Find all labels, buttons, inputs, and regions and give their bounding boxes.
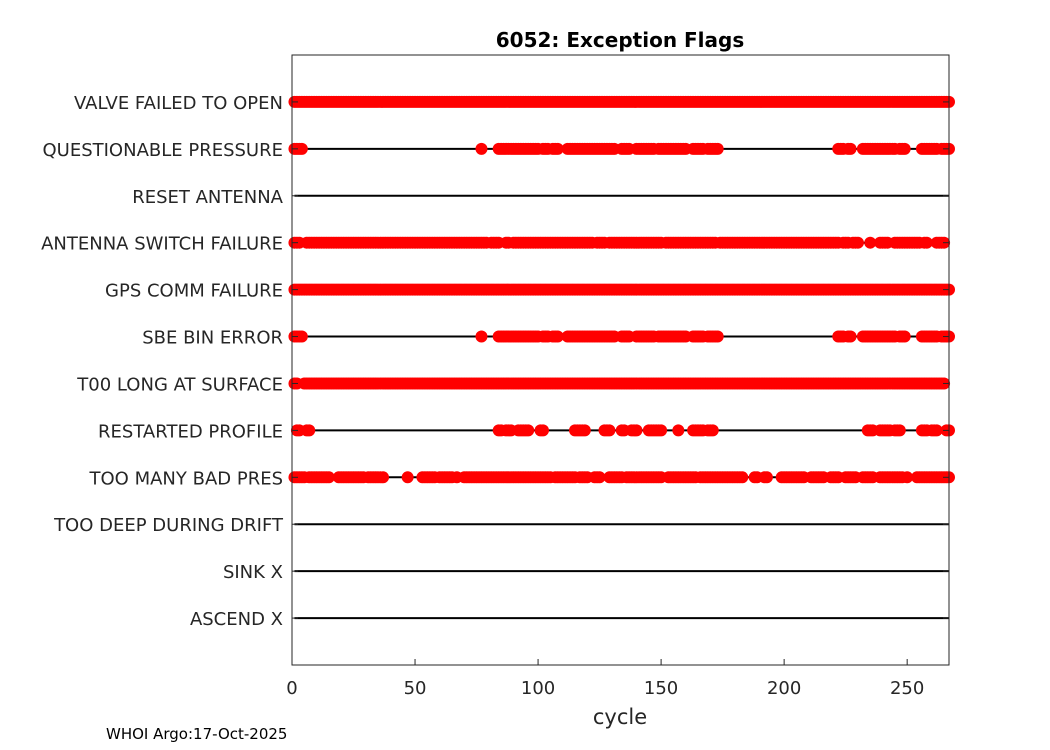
series-t00-long-at-surface — [288, 377, 951, 390]
flag-marker — [901, 471, 914, 484]
y-tick-label: ANTENNA SWITCH FAILURE — [41, 234, 283, 255]
flag-marker — [593, 471, 606, 484]
x-axis-label: cycle — [593, 705, 647, 729]
flag-marker — [655, 424, 668, 437]
flag-marker — [930, 424, 943, 437]
flag-marker — [898, 330, 911, 343]
plot-frame — [291, 54, 950, 666]
flag-marker — [578, 424, 591, 437]
series-sbe-bin-error — [288, 330, 955, 343]
flag-marker — [551, 142, 564, 155]
flag-marker — [536, 424, 549, 437]
flag-marker — [475, 330, 488, 343]
flag-marker — [864, 236, 877, 249]
flag-marker — [706, 424, 719, 437]
y-tick-label: GPS COMM FAILURE — [105, 281, 283, 302]
x-tick-label: 50 — [404, 678, 427, 699]
y-tick-label: T00 LONG AT SURFACE — [76, 374, 283, 395]
flag-marker — [844, 330, 857, 343]
flag-marker — [303, 424, 316, 437]
x-tick-label: 100 — [521, 678, 555, 699]
flag-marker — [295, 142, 308, 155]
y-tick-label: QUESTIONABLE PRESSURE — [42, 140, 283, 161]
flag-marker — [475, 142, 488, 155]
series-valve-failed-to-open — [288, 95, 955, 108]
series-questionable-pressure — [288, 142, 955, 155]
flag-marker — [844, 142, 857, 155]
flag-marker — [603, 424, 616, 437]
flag-marker — [377, 471, 390, 484]
x-tick-label: 150 — [644, 678, 678, 699]
flag-marker — [711, 142, 724, 155]
series-too-many-bad-pres — [288, 471, 955, 484]
flag-marker — [630, 424, 643, 437]
y-tick-label: RESET ANTENNA — [132, 187, 283, 208]
y-tick-label: ASCEND X — [190, 609, 283, 630]
flag-marker — [551, 330, 564, 343]
y-tick-label: SBE BIN ERROR — [142, 328, 283, 349]
flag-marker — [898, 142, 911, 155]
flag-marker — [522, 424, 535, 437]
flag-marker — [920, 236, 933, 249]
y-tick-label: RESTARTED PROFILE — [98, 421, 283, 442]
x-tick-label: 250 — [890, 678, 924, 699]
flag-marker — [322, 471, 335, 484]
flag-marker — [736, 471, 749, 484]
flag-marker — [711, 330, 724, 343]
flag-marker — [760, 471, 773, 484]
y-tick-label: TOO MANY BAD PRES — [89, 468, 283, 489]
flag-marker — [851, 236, 864, 249]
flag-marker — [893, 424, 906, 437]
x-tick-label: 200 — [767, 678, 801, 699]
flag-marker — [672, 424, 685, 437]
flag-marker — [401, 471, 414, 484]
y-tick-label: VALVE FAILED TO OPEN — [74, 93, 283, 114]
series-antenna-switch-failure — [288, 236, 951, 249]
footer-credit: WHOI Argo:17-Oct-2025 — [106, 725, 288, 743]
series-gps-comm-failure — [288, 283, 955, 296]
y-tick-label: SINK X — [223, 562, 283, 583]
flag-marker — [295, 330, 308, 343]
x-tick-label: 0 — [286, 678, 297, 699]
chart-title: 6052: Exception Flags — [496, 28, 745, 52]
series-restarted-profile — [290, 424, 955, 437]
y-tick-label: TOO DEEP DURING DRIFT — [53, 515, 284, 536]
